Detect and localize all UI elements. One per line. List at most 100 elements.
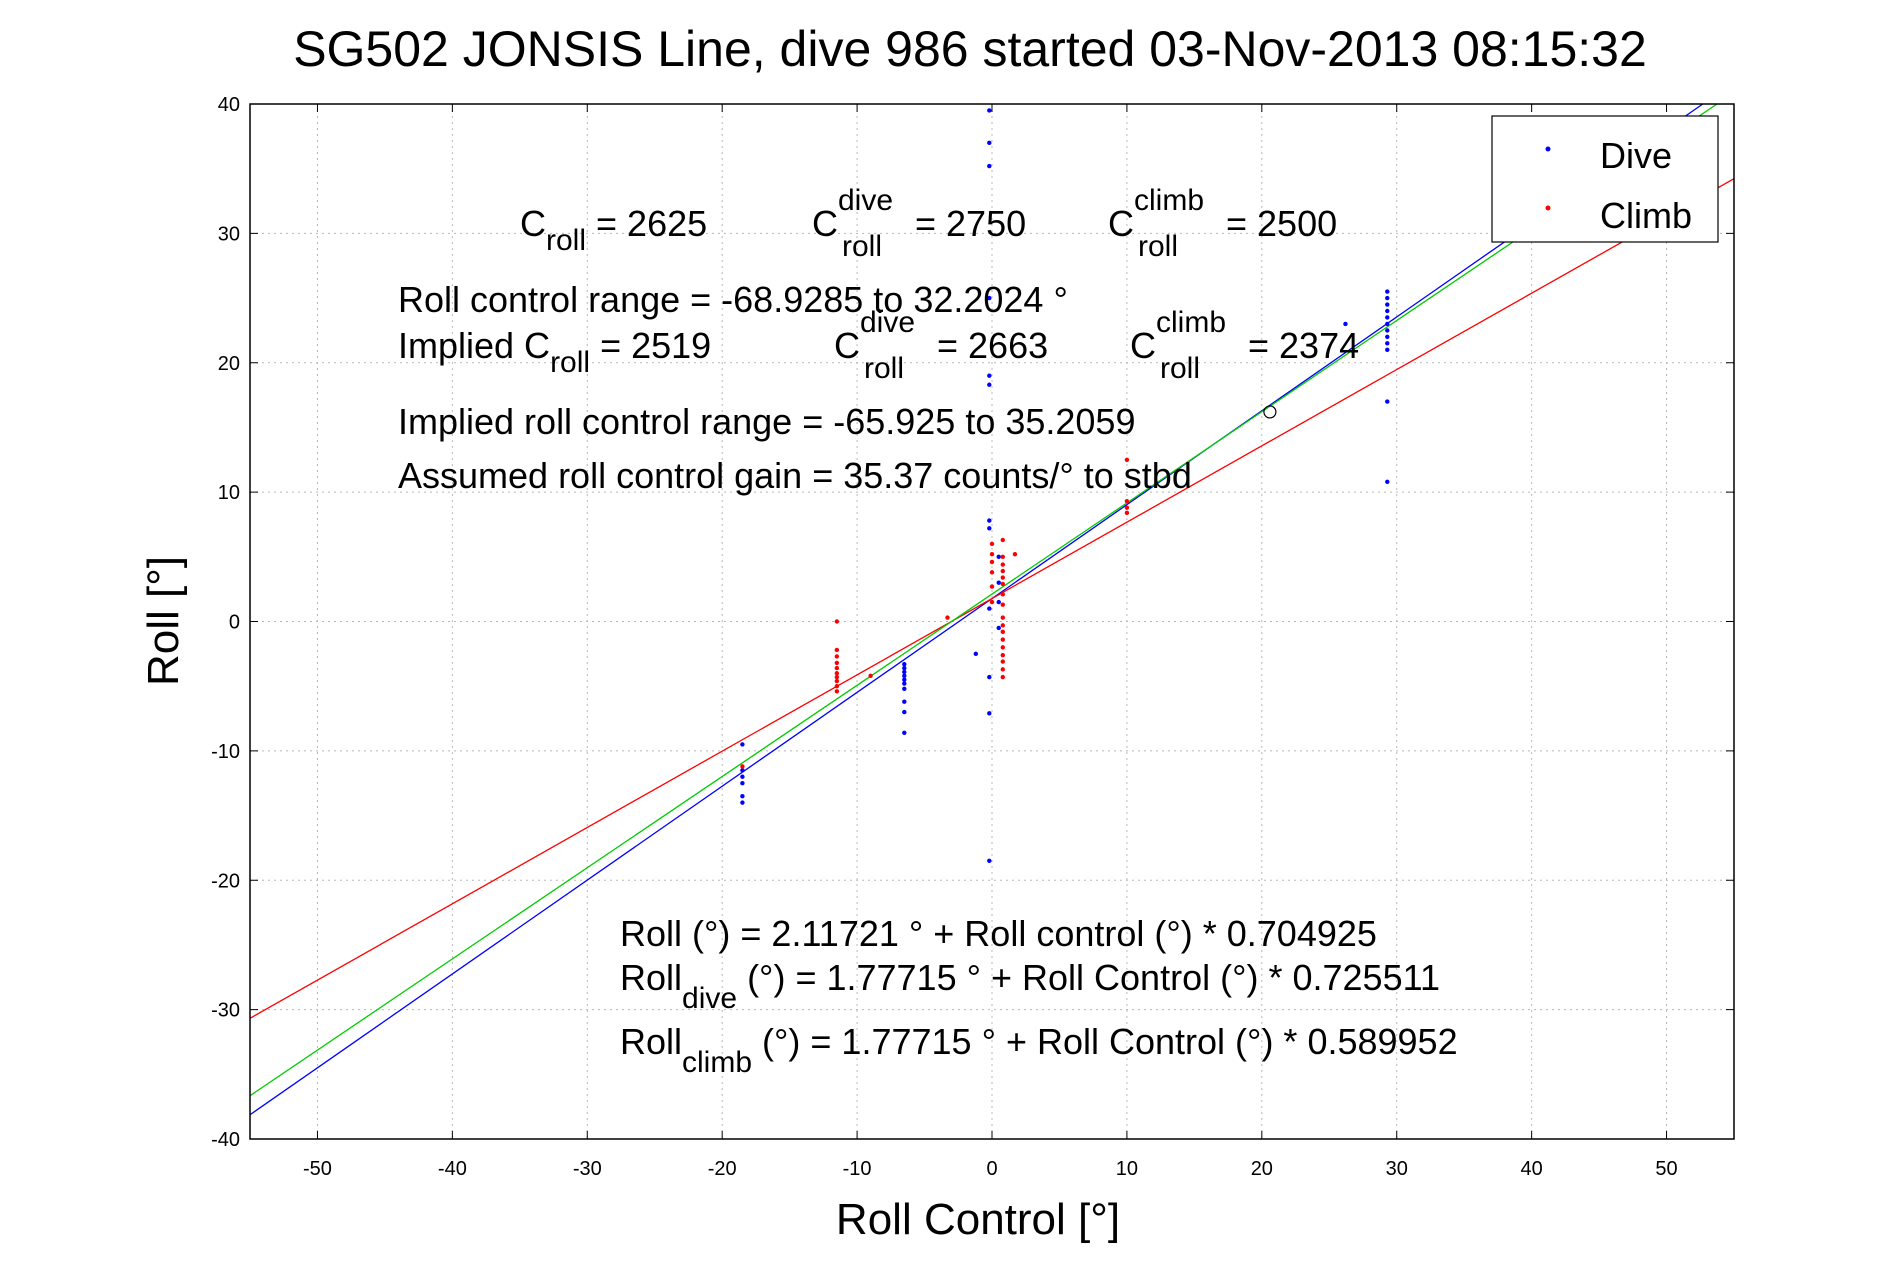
point-dive [987,518,992,523]
point-dive [902,699,907,704]
chart-title: SG502 JONSIS Line, dive 986 started 03-N… [293,21,1647,77]
point-dive [987,606,992,611]
annotation-fit-climb: Rollclimb (°) = 1.77715 ° + Roll Control… [620,1021,1458,1079]
point-dive [1385,341,1390,346]
point-dive [740,781,745,786]
point-dive [902,730,907,735]
point-dive [996,580,1001,585]
x-tick-label: 0 [986,1158,997,1180]
legend-label-climb: Climb [1600,195,1692,236]
point-dive [973,651,979,657]
point-climb [1000,568,1005,574]
annotation-croll: Croll = 2625 [520,203,707,257]
legend-box [1491,115,1719,243]
point-dive [996,554,1001,560]
point-dive [996,599,1001,605]
y-tick-label: 10 [218,482,240,504]
point-dive [902,665,907,671]
point-dive [902,681,907,686]
point-climb [1000,537,1005,543]
annotation-fit-all: Roll (°) = 2.11721 ° + Roll control (°) … [620,913,1377,954]
point-dive [987,163,992,169]
annotation-croll-climb: Cclimb roll = 2500 [1108,184,1337,263]
y-tick-label: 40 [218,94,240,116]
point-dive [1385,399,1390,404]
point-dive [740,800,745,805]
point-climb [1000,554,1005,560]
point-climb [834,647,840,653]
point-dive [987,108,992,113]
point-climb [1000,674,1005,680]
point-dive [1385,479,1390,484]
point-dive [1385,334,1390,340]
point-climb [989,570,995,575]
x-tick-label: 20 [1251,1158,1273,1180]
point-dive [902,709,907,715]
y-tick-label: -10 [211,741,240,763]
point-dive [740,793,745,799]
point-climb [834,654,840,659]
point-dive [1385,315,1390,320]
point-climb [834,674,840,680]
point-climb [834,671,840,676]
point-dive [902,661,907,667]
point-climb [1124,505,1130,510]
point-dive [987,711,992,716]
x-tick-label: -40 [438,1158,467,1180]
point-climb [1124,510,1130,516]
point-dive [987,858,992,864]
point-climb [1000,615,1005,620]
point-dive [1385,347,1390,353]
point-climb [989,584,995,589]
x-axis-ticks: -50 -40 -30 -20 -10 0 10 20 30 40 50 [303,104,1678,1180]
point-climb [834,619,840,624]
y-tick-label: 20 [218,353,240,375]
annotation-gain: Assumed roll control gain = 35.37 counts… [398,455,1192,496]
point-climb [834,665,840,671]
point-dive [1385,328,1390,333]
point-climb [868,673,873,679]
point-climb [989,552,995,557]
point-climb [1000,659,1005,664]
point-climb [1000,623,1005,628]
x-tick-label: 40 [1521,1158,1543,1180]
point-dive [902,677,907,682]
point-climb [1000,645,1005,650]
point-climb [945,615,950,620]
point-climb [1000,562,1005,567]
point-climb [1000,629,1005,635]
y-axis-ticks: -40 -30 -20 -10 0 10 20 30 40 [211,94,1734,1151]
point-dive [740,768,745,773]
point-dive [996,625,1001,631]
y-tick-label: -40 [211,1129,240,1151]
point-climb [1124,457,1130,462]
point-climb [1000,575,1005,580]
point-climb [1000,602,1005,607]
point-climb [834,689,840,694]
point-climb [834,683,840,689]
annotation-implied-croll: Implied Croll = 2519 [398,325,711,379]
data-points [740,108,1390,864]
point-dive [1343,321,1348,327]
x-tick-label: 50 [1655,1158,1677,1180]
x-tick-label: -10 [843,1158,872,1180]
y-tick-label: -20 [211,870,240,892]
point-climb [1000,637,1005,642]
fit-line-combined [249,103,1718,1097]
point-climb [989,559,995,565]
x-tick-label: 10 [1116,1158,1138,1180]
annotation-implied-range: Implied roll control range = -65.925 to … [398,401,1135,442]
point-climb [740,764,745,769]
legend-label-dive: Dive [1600,135,1672,176]
annotation-range: Roll control range = -68.9285 to 32.2024… [398,279,1068,320]
x-tick-label: 30 [1386,1158,1408,1180]
y-axis-label: Roll [°] [139,556,188,686]
legend: Dive Climb [1491,115,1719,243]
y-tick-label: 30 [218,223,240,245]
point-dive [902,669,907,675]
point-climb [1012,552,1018,557]
point-dive [1385,308,1390,314]
marker-circle [1263,405,1277,419]
grid [250,103,1734,1140]
